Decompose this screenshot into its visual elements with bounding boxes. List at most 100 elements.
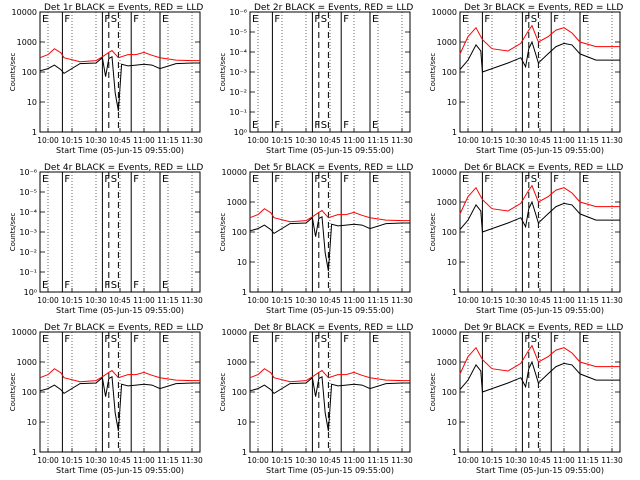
x-tick-label: 10:30 — [505, 296, 527, 305]
y-tick-label: 10⁰ — [24, 288, 37, 297]
event-marker-label: E — [372, 14, 378, 25]
series-line-lld — [39, 48, 200, 63]
y-tick-label: 1000 — [227, 198, 247, 207]
x-tick-label: 10:30 — [85, 456, 107, 465]
y-tick-label: 1 — [452, 448, 457, 457]
series-line-lld — [249, 208, 410, 223]
event-marker-label: F — [343, 174, 349, 185]
y-tick-label: 10 — [447, 418, 457, 427]
x-tick-label: 10:15 — [271, 456, 293, 465]
y-tick-label: 1000 — [437, 38, 457, 47]
y-tick-label: 10000 — [432, 8, 457, 17]
panel-5: Det 5r BLACK = Events, RED = LLD 1 10 100 10… — [219, 163, 413, 315]
y-tick-label: 10000 — [12, 328, 37, 337]
x-tick-label: 10:00 — [457, 296, 479, 305]
y-tick-label: 1000 — [437, 198, 457, 207]
x-tick-label: 11:15 — [577, 136, 599, 145]
event-marker-label: F — [484, 174, 490, 185]
x-tick-label: 10:45 — [529, 296, 551, 305]
panel-title: Det 8r BLACK = Events, RED = LLD — [254, 323, 413, 333]
x-tick-label: 11:15 — [367, 456, 389, 465]
event-marker-label: E — [582, 174, 588, 185]
x-tick-label: 10:45 — [319, 296, 341, 305]
event-marker-label: E — [162, 334, 168, 345]
panel-title: Det 7r BLACK = Events, RED = LLD — [44, 323, 203, 333]
event-marker-label: S — [531, 174, 537, 185]
x-tick-label: 11:15 — [157, 136, 179, 145]
event-marker-label: F — [64, 174, 70, 185]
x-axis-label: Start Time (05-Jun-15 09:55:00) — [56, 306, 184, 315]
y-axis-label: Counts/sec — [9, 53, 17, 92]
x-tick-label: 11:15 — [367, 296, 389, 305]
event-marker-label: F — [484, 334, 490, 345]
y-tick-label: 10⁻² — [229, 88, 247, 97]
event-marker-label: E — [372, 174, 378, 185]
series-line-lld — [249, 368, 410, 383]
y-tick-label: 1 — [32, 448, 37, 457]
event-marker-label: E — [162, 14, 168, 25]
x-axis-label: Start Time (05-Jun-15 09:55:00) — [56, 466, 184, 475]
x-tick-label: 11:00 — [553, 456, 575, 465]
event-marker-label: E — [42, 174, 48, 185]
x-tick-label: 10:00 — [247, 296, 269, 305]
panel-2: Det 2r BLACK = Events, RED = LLD 10⁰ 10⁻¹ 1… — [219, 3, 413, 155]
y-tick-label: 100 — [232, 228, 247, 237]
y-tick-label: 10 — [27, 418, 37, 427]
event-marker-label: E — [372, 334, 378, 345]
y-tick-label: 100 — [442, 68, 457, 77]
event-marker-label: E — [462, 174, 468, 185]
panel-title: Det 2r BLACK = Events, RED = LLD — [254, 3, 413, 13]
x-tick-label: 10:45 — [109, 296, 131, 305]
y-tick-label: 10000 — [432, 168, 457, 177]
x-tick-label: 11:30 — [601, 456, 623, 465]
y-tick-label: 10000 — [12, 8, 37, 17]
series-line-events — [459, 360, 620, 393]
y-tick-label: 10⁻¹ — [229, 108, 247, 117]
x-tick-label: 11:00 — [133, 456, 155, 465]
event-marker-label: F — [274, 334, 280, 345]
x-tick-label: 10:00 — [457, 136, 479, 145]
y-tick-label: 10⁻⁶ — [19, 168, 37, 177]
panel-3: Det 3r BLACK = Events, RED = LLD 1 10 100 10… — [429, 3, 623, 155]
y-tick-label: 10⁰ — [234, 128, 247, 137]
y-tick-label: 10000 — [222, 328, 247, 337]
y-tick-label: 10 — [447, 258, 457, 267]
x-tick-label: 11:00 — [133, 136, 155, 145]
y-tick-label: 100 — [22, 388, 37, 397]
panel-title: Det 6r BLACK = Events, RED = LLD — [464, 163, 623, 173]
event-marker-label: E — [252, 334, 258, 345]
event-marker-label: E — [252, 14, 258, 25]
event-marker-label: E — [372, 120, 378, 131]
x-tick-label: 10:15 — [61, 296, 83, 305]
y-tick-label: 100 — [442, 388, 457, 397]
x-tick-label: 11:00 — [133, 296, 155, 305]
y-axis-label: Counts/sec — [429, 53, 437, 92]
y-tick-label: 10000 — [432, 328, 457, 337]
event-marker-label: F — [133, 174, 139, 185]
x-tick-label: 11:15 — [577, 296, 599, 305]
series-line-events — [39, 55, 200, 112]
panel-title: Det 9r BLACK = Events, RED = LLD — [464, 323, 623, 333]
x-tick-label: 10:45 — [109, 456, 131, 465]
x-tick-label: 10:30 — [85, 296, 107, 305]
x-tick-label: 10:45 — [319, 136, 341, 145]
event-marker-label: S — [531, 14, 537, 25]
y-tick-label: 10 — [237, 418, 247, 427]
x-tick-label: 10:00 — [247, 456, 269, 465]
event-marker-label: F — [484, 14, 490, 25]
panel-4: Det 4r BLACK = Events, RED = LLD 10⁰ 10⁻¹ 1… — [9, 163, 203, 315]
panel-title: Det 1r BLACK = Events, RED = LLD — [44, 3, 203, 13]
event-marker-label: S — [111, 334, 117, 345]
y-tick-label: 1000 — [437, 358, 457, 367]
x-axis-label: Start Time (05-Jun-15 09:55:00) — [476, 306, 604, 315]
x-tick-label: 11:00 — [553, 296, 575, 305]
y-axis-label: Counts/sec — [429, 213, 437, 252]
x-tick-label: 11:30 — [601, 296, 623, 305]
event-marker-label: E — [42, 14, 48, 25]
panel-9: Det 9r BLACK = Events, RED = LLD 1 10 100 10… — [429, 323, 623, 475]
x-tick-label: 10:00 — [37, 456, 59, 465]
y-tick-label: 10 — [27, 98, 37, 107]
x-tick-label: 11:30 — [391, 296, 413, 305]
y-tick-label: 1 — [32, 128, 37, 137]
x-tick-label: 11:30 — [181, 456, 203, 465]
